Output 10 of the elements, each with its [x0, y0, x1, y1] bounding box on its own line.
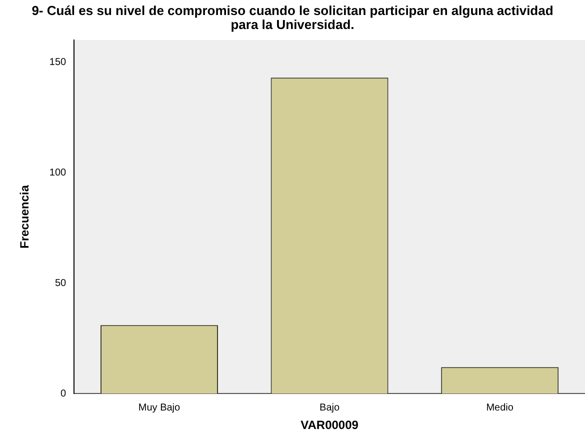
- y-tick-label: 100: [49, 167, 67, 178]
- x-tick-label: Bajo: [320, 402, 340, 414]
- y-tick-label: 150: [49, 56, 67, 68]
- chart-title: 9- Cuál es su nivel de compromiso cuando le solicitan participar en alguna actividad para la Universidad.: [30, 3, 554, 32]
- x-axis-title: VAR00009: [300, 418, 359, 432]
- y-axis-title: Frecuencia: [18, 184, 32, 248]
- x-tick-label: Muy Bajo: [138, 402, 181, 414]
- y-tick-label: 50: [54, 278, 67, 289]
- x-tick-label: Medio: [486, 402, 514, 414]
- y-tick-label: 0: [60, 388, 67, 400]
